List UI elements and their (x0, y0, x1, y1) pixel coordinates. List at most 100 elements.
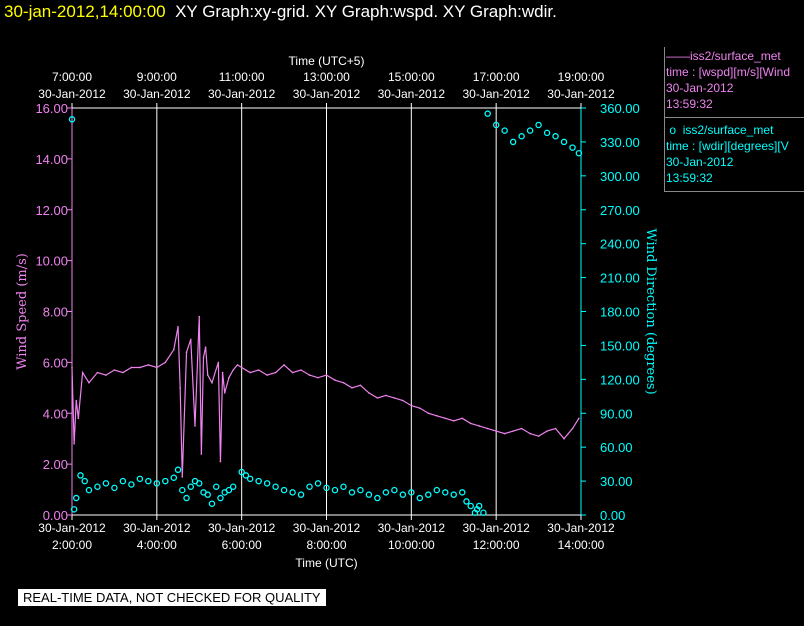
x-bottom-date-label: 30-Jan-2012 (293, 521, 361, 535)
wind-speed-point (461, 417, 464, 420)
wind-speed-point (291, 371, 294, 374)
wind-speed-point (342, 381, 345, 384)
wind-speed-point (563, 437, 565, 440)
x-bottom-date-label: 30-Jan-2012 (208, 521, 276, 535)
wind-direction-point (145, 477, 152, 485)
y-left-tick-label: 2.00 (43, 457, 68, 472)
wind-direction-point (463, 498, 470, 505)
wind-speed-point (554, 427, 557, 430)
wind-speed-point (147, 364, 150, 366)
wind-speed-point (300, 369, 302, 371)
wind-speed-point (402, 399, 404, 402)
wind-direction-point (492, 121, 500, 129)
wind-speed-point (139, 366, 141, 369)
y-right-axis-label: Wind Direction (degrees) (643, 228, 658, 394)
wind-direction-point (179, 486, 186, 494)
x-top-tick-label: 15:00:00 (388, 70, 435, 84)
y-left-tick-label: 12.00 (35, 203, 68, 218)
x-bottom-date-label: 30-Jan-2012 (547, 521, 615, 535)
x-top-date-label: 30-Jan-2012 (38, 87, 106, 101)
legend-field: time : [wspd][m/s][Wind (666, 65, 791, 79)
axes: 30-Jan-2012 2:00:00 30-Jan-2012 4:00:00 30-J… (15, 54, 658, 570)
wind-direction-point (208, 500, 216, 507)
wind-speed-line (71, 316, 580, 477)
legend-circle-icon: o (669, 123, 677, 137)
wind-direction-point (442, 489, 449, 496)
wind-speed-point (202, 356, 205, 359)
wind-speed-point (376, 397, 379, 399)
wind-direction-point (480, 509, 487, 516)
wind-speed-point (334, 379, 336, 381)
wind-direction-point (526, 127, 534, 134)
wind-direction-point (119, 477, 127, 485)
wind-direction-point (128, 481, 135, 488)
wind-speed-point (427, 412, 430, 415)
wind-speed-point (130, 366, 133, 369)
legend-series-name: iss2/surface_met (682, 123, 774, 137)
wind-speed-point (198, 315, 201, 318)
wind-speed-point (578, 417, 580, 420)
wind-speed-point (185, 351, 188, 354)
y-right-tick-label: 240.00 (600, 237, 640, 252)
y-left-tick-label: 10.00 (35, 254, 68, 269)
wind-direction-point (153, 480, 161, 487)
wind-direction-point (348, 489, 356, 496)
legend-separator (664, 191, 804, 192)
wind-direction-point (289, 489, 296, 496)
wind-speed-point (217, 361, 220, 364)
wind-speed-point (317, 376, 319, 379)
y-right-tick-label: 0.00 (600, 508, 625, 523)
wind-direction-point (374, 494, 381, 502)
x-bottom-date-label: 30-Jan-2012 (38, 521, 106, 535)
wind-direction-point (72, 494, 80, 502)
wind-speed-point (495, 430, 497, 432)
wind-speed-point (452, 420, 455, 422)
wind-speed-point (105, 374, 107, 376)
legend-time: 13:59:32 (666, 97, 713, 111)
plot-timestamp: 30-jan-2012,14:00:00 (4, 2, 166, 21)
wind-direction-point (509, 138, 517, 146)
wind-direction-point (204, 491, 211, 498)
wind-speed-point (512, 430, 514, 432)
wind-direction-point (70, 506, 78, 513)
wind-direction-point (331, 486, 339, 494)
wind-speed-point (393, 397, 396, 399)
wind-direction-point (408, 489, 415, 496)
wind-speed-point (189, 338, 192, 341)
wind-speed-point (173, 348, 175, 351)
wind-direction-point (575, 149, 583, 157)
wind-direction-point (382, 489, 390, 496)
y-right-tick-label: 120.00 (600, 372, 640, 387)
wind-speed-point (486, 427, 489, 430)
wind-direction-point (187, 483, 195, 490)
wind-direction-point (183, 494, 190, 502)
x-top-date-label: 30-Jan-2012 (208, 87, 276, 101)
wind-direction-point (535, 121, 542, 129)
wind-speed-point (211, 381, 213, 384)
y-right-tick-label: 300.00 (600, 169, 640, 184)
wind-speed-point (410, 404, 413, 407)
wind-direction-point (272, 483, 279, 490)
wind-speed-point (194, 425, 196, 427)
x-top-date-label: 30-Jan-2012 (123, 87, 191, 101)
wind-speed-point (571, 427, 574, 430)
wind-direction-point (543, 129, 551, 137)
wind-direction-point (212, 483, 220, 490)
wind-speed-point (73, 442, 75, 445)
wind-speed-point (156, 366, 158, 369)
legend-field: time : [wdir][degrees][V (666, 139, 789, 153)
wind-direction-point (255, 477, 262, 485)
legend-date: 30-Jan-2012 (666, 155, 734, 169)
y-left-tick-label: 16.00 (35, 101, 68, 116)
x-top-tick-label: 17:00:00 (473, 70, 520, 84)
x-top-tick-label: 19:00:00 (558, 70, 605, 84)
x-bottom-date-label: 30-Jan-2012 (462, 521, 530, 535)
y-left-tick-label: 4.00 (43, 406, 68, 421)
x-bottom-tick-label: 2:00:00 (52, 538, 92, 552)
wind-speed-point (385, 394, 387, 397)
wind-direction-point (569, 144, 576, 151)
wind-direction-point (174, 466, 182, 474)
wind-direction-point (501, 127, 508, 134)
wind-speed-point (206, 374, 209, 376)
